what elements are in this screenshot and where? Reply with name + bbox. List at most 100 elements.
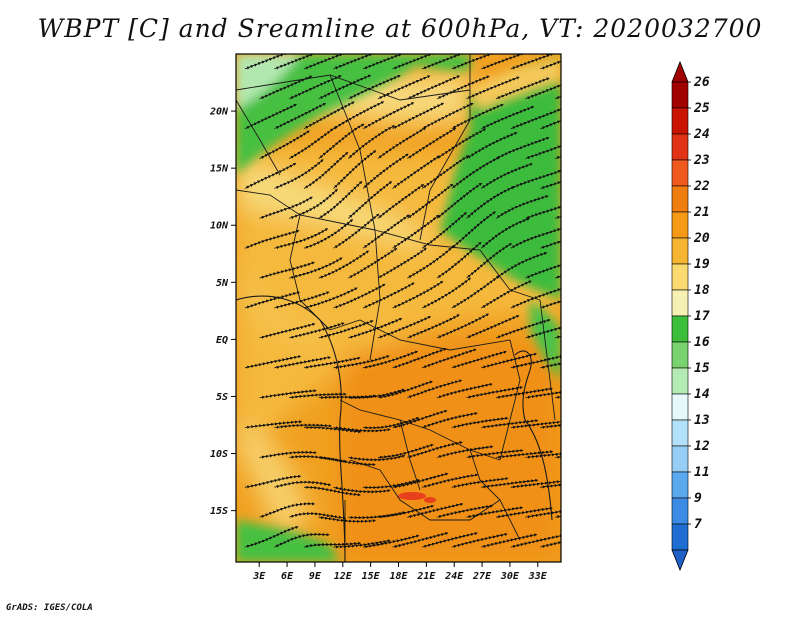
streamline (495, 252, 548, 279)
y-tick-label: EQ (216, 335, 228, 346)
streamline (525, 137, 561, 160)
x-tick-label: 9E (309, 571, 322, 582)
colorbar-label: 13 (694, 413, 710, 428)
streamline (554, 76, 561, 100)
x-tick-label: 27E (472, 571, 492, 582)
colorbar-swatch (671, 523, 689, 551)
x-tick-label: 21E (416, 571, 436, 582)
streamline (540, 106, 561, 130)
colorbar-label: 16 (694, 335, 710, 350)
streamline (525, 321, 561, 339)
streamline (525, 450, 561, 459)
streamline (540, 479, 561, 489)
colorbar-label: 20 (693, 231, 710, 246)
colorbar: 26 25 24 23 22 21 20 19 18 17 16 15 14 13 12 11 9 7 (671, 60, 710, 572)
colorbar-swatch (671, 393, 689, 421)
colorbar-swatch (671, 289, 689, 317)
colorbar-swatch (671, 497, 689, 525)
colorbar-label: 24 (693, 127, 710, 142)
x-tick-label: 33E (528, 571, 548, 582)
streamline (421, 54, 477, 70)
streamline (362, 54, 417, 70)
streamline (274, 480, 332, 489)
streamline (436, 445, 494, 459)
streamline (540, 288, 561, 309)
x-axis: 3E 6E 9E 12E 15E 18E 21E 24E 27E 30E 33E (252, 562, 548, 582)
streamline (244, 525, 299, 548)
streamline (318, 456, 376, 467)
grads-credit: GrADS: IGES/COLA (6, 603, 93, 613)
streamline (555, 506, 561, 519)
streamline (466, 243, 513, 279)
streamline (525, 257, 561, 279)
colorbar-label: 15 (694, 361, 710, 376)
y-tick-label: 10N (210, 221, 229, 232)
x-tick-label: 30E (500, 571, 520, 582)
streamline (244, 474, 302, 489)
colorbar-label: 22 (693, 179, 710, 194)
streamline (480, 163, 533, 189)
streamline (525, 199, 561, 220)
streamline (421, 412, 478, 429)
streamline (554, 195, 561, 220)
streamline (540, 167, 561, 190)
streamline (304, 485, 361, 497)
streamline (554, 134, 561, 160)
streamline (244, 420, 303, 429)
colorbar-label: 7 (694, 517, 702, 532)
colorbar-label: 18 (694, 283, 710, 298)
colorbar-label: 14 (694, 387, 710, 402)
y-tick-label: 20N (209, 107, 229, 118)
x-tick-label: 24E (444, 571, 464, 582)
colorbar-swatch (671, 471, 689, 499)
map-field (236, 54, 561, 562)
colorbar-swatch (671, 263, 689, 291)
y-tick-label: 15S (210, 506, 228, 517)
colorbar-label: 26 (693, 75, 710, 90)
streamline (392, 54, 447, 70)
y-axis: 20N 15N 10N 5N EQ 5S 10S 15S (209, 107, 236, 517)
streamline (244, 54, 299, 70)
streamline (495, 195, 549, 219)
colorbar-label: 9 (694, 491, 702, 506)
streamline (451, 157, 500, 189)
colorbar-swatch (671, 133, 689, 161)
x-tick-label: 18E (389, 571, 408, 582)
streamline (540, 419, 561, 429)
colorbar-label: 23 (693, 153, 710, 168)
y-tick-label: 15N (210, 164, 229, 175)
streamline (555, 387, 561, 399)
x-tick-label: 3E (252, 571, 266, 582)
colorbar-label: 21 (693, 205, 710, 220)
colorbar-label: 19 (694, 257, 710, 272)
streamline (451, 211, 496, 249)
colorbar-swatch (671, 445, 689, 473)
streamline (540, 54, 561, 70)
colorbar-swatch (671, 315, 689, 343)
colorbar-cap-bottom (671, 549, 689, 572)
streamline (407, 441, 463, 459)
streamline (481, 54, 536, 70)
chart-canvas: 3E 6E 9E 12E 15E 18E 21E 24E 27E 30E 33E 20N 15N 10N… (209, 53, 710, 582)
colorbar-swatch (671, 341, 689, 369)
colorbar-label: 25 (693, 101, 710, 116)
y-tick-label: 10S (210, 449, 228, 460)
chart-title: WBPT [C] and Sreamline at 600hPa, VT: 20… (37, 14, 763, 43)
streamline (525, 387, 561, 399)
streamline (540, 533, 561, 549)
colorbar-cap-top (671, 60, 689, 83)
streamline (274, 423, 332, 429)
streamline (525, 506, 561, 519)
streamline (554, 256, 561, 279)
x-tick-label: 12E (334, 571, 353, 582)
streamline (555, 450, 561, 459)
streamline (421, 473, 479, 489)
streamline (481, 280, 532, 309)
colorbar-label: 11 (694, 465, 710, 480)
streamline (451, 54, 506, 70)
streamline (333, 54, 388, 70)
streamline (333, 486, 391, 494)
streamline (259, 502, 316, 518)
colorbar-swatch (671, 419, 689, 447)
x-tick-label: 6E (281, 571, 294, 582)
